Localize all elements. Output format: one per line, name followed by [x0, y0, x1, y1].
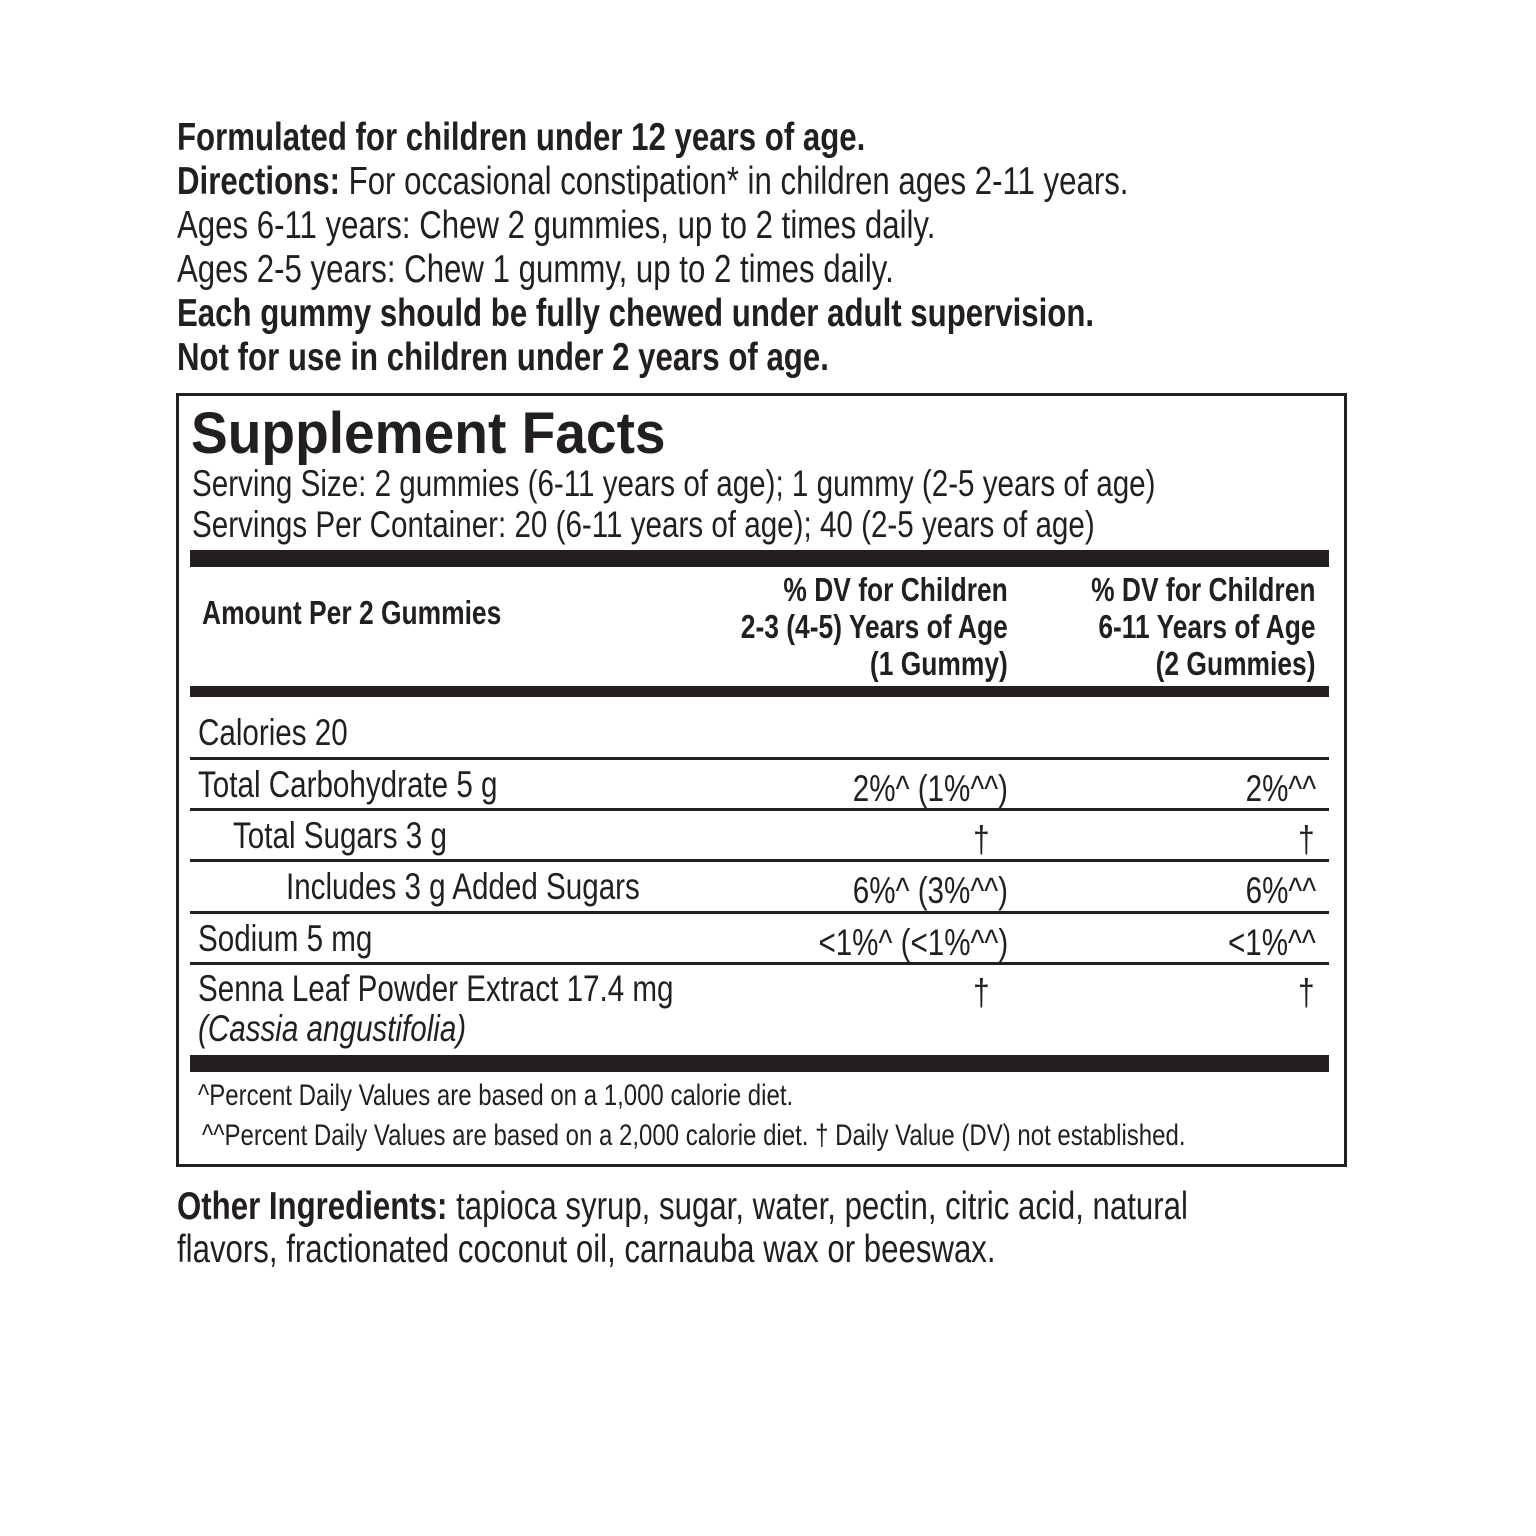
supplement-facts-panel	[176, 393, 1347, 1167]
header-line: % DV for Children	[783, 571, 1008, 608]
header-line: (1 Gummy)	[870, 645, 1008, 682]
thick-divider	[190, 1055, 1329, 1072]
other-ingredients-text: tapioca syrup, sugar, water, pectin, cit…	[447, 1185, 1188, 1228]
row-carbohydrate: Total Carbohydrate 5 g	[198, 764, 498, 805]
carb-dv1: 2%^ (1%^^)	[852, 768, 1008, 809]
other-ingredients-label: Other Ingredients:	[177, 1185, 448, 1228]
sodium-dv2: <1%^^	[1228, 922, 1316, 963]
sodium-dv1: <1%^ (<1%^^)	[818, 922, 1008, 963]
senna-botanical-name: (Cassia angustifolia)	[198, 1008, 467, 1049]
row-added-sugars: Includes 3 g Added Sugars	[286, 866, 640, 907]
servings-per-container: Servings Per Container: 20 (6-11 years o…	[192, 504, 1095, 545]
dv-col2-header: % DV for Children 6-11 Years of Age (2 G…	[1092, 571, 1316, 682]
row-divider	[190, 808, 1329, 811]
serving-size: Serving Size: 2 gummies (6-11 years of a…	[192, 463, 1156, 504]
row-divider	[190, 911, 1329, 914]
directions-text: For occasional constipation* in children…	[339, 160, 1129, 203]
sugars-dv2: †	[1298, 819, 1315, 860]
row-divider	[190, 757, 1329, 760]
other-ingredients-line2: flavors, fractionated coconut oil, carna…	[177, 1228, 996, 1271]
footnote-2000-calorie: ^^Percent Daily Values are based on a 2,…	[202, 1119, 1186, 1152]
directions-label: Directions:	[177, 160, 340, 203]
other-ingredients-line1: Other Ingredients: tapioca syrup, sugar,…	[177, 1185, 1188, 1229]
row-senna: Senna Leaf Powder Extract 17.4 mg	[198, 968, 674, 1009]
senna-dv1: †	[973, 972, 990, 1013]
row-total-sugars: Total Sugars 3 g	[233, 815, 447, 856]
header-line: 2-3 (4-5) Years of Age	[740, 608, 1008, 645]
header-line: (2 Gummies)	[1156, 645, 1316, 682]
facts-title: Supplement Facts	[191, 401, 666, 466]
amount-per-header: Amount Per 2 Gummies	[202, 594, 502, 631]
row-divider	[190, 962, 1329, 965]
supervision-warning: Each gummy should be fully chewed under …	[177, 292, 1095, 335]
header-line: 6-11 Years of Age	[1098, 608, 1316, 645]
footnote-1000-calorie: ^Percent Daily Values are based on a 1,0…	[198, 1079, 794, 1112]
senna-dv2: †	[1298, 972, 1315, 1013]
header-line: % DV for Children	[1091, 571, 1316, 608]
added-sugars-dv2: 6%^^	[1245, 870, 1316, 911]
row-sodium: Sodium 5 mg	[198, 918, 373, 959]
row-calories: Calories 20	[198, 712, 348, 753]
carb-dv2: 2%^^	[1245, 768, 1316, 809]
added-sugars-dv1: 6%^ (3%^^)	[852, 870, 1008, 911]
directions-line: Directions: For occasional constipation*…	[177, 160, 1128, 204]
thick-divider	[190, 686, 1329, 697]
age-notice: Formulated for children under 12 years o…	[177, 116, 866, 159]
dv-col1-header: % DV for Children 2-3 (4-5) Years of Age…	[741, 571, 1008, 682]
age-warning: Not for use in children under 2 years of…	[177, 336, 829, 379]
thick-divider	[190, 550, 1329, 567]
sugars-dv1: †	[973, 819, 990, 860]
dose-6-11: Ages 6-11 years: Chew 2 gummies, up to 2…	[177, 204, 936, 247]
dose-2-5: Ages 2-5 years: Chew 1 gummy, up to 2 ti…	[177, 248, 894, 291]
row-divider	[190, 859, 1329, 862]
